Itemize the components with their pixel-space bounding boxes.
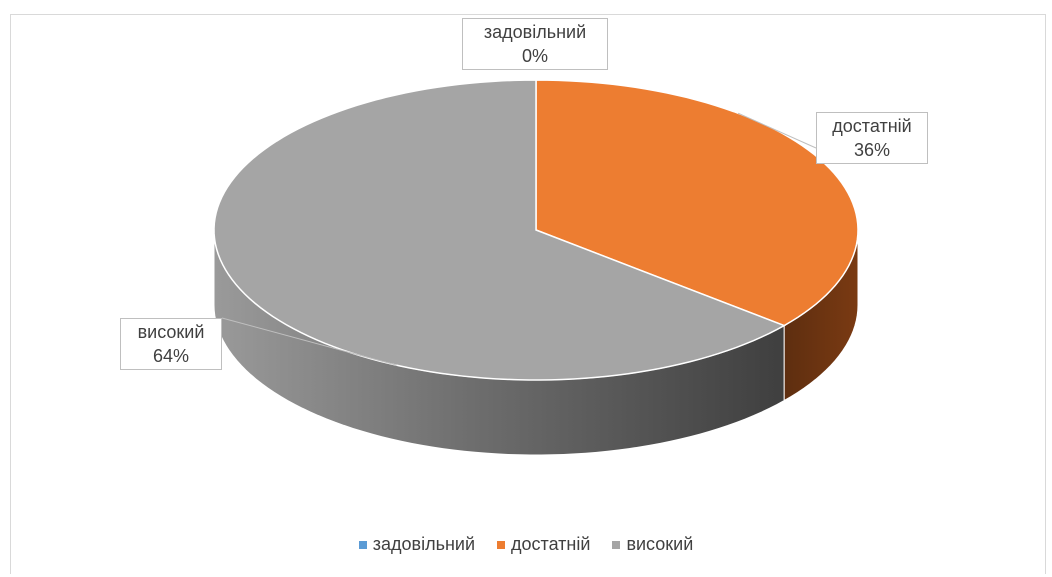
pie-slice-1 bbox=[535, 79, 859, 327]
data-label-zadovilnyi: задовільний 0% bbox=[462, 18, 608, 70]
legend: задовільний достатній високий bbox=[0, 534, 1052, 555]
chart-frame bbox=[10, 14, 1046, 574]
pie-slice-2 bbox=[213, 79, 786, 381]
data-label-category: задовільний bbox=[483, 22, 587, 42]
data-label-value: 0% bbox=[521, 46, 548, 66]
legend-item-zadovilnyi: задовільний bbox=[358, 534, 476, 555]
legend-swatch bbox=[612, 540, 621, 549]
legend-label: високий bbox=[626, 534, 694, 554]
data-label-value: 36% bbox=[853, 140, 891, 160]
data-label-value: 64% bbox=[152, 346, 190, 366]
leader-line-0 bbox=[737, 112, 817, 149]
data-label-dostatnii: достатній 36% bbox=[816, 112, 928, 164]
legend-swatch bbox=[497, 540, 506, 549]
legend-item-dostatnii: достатній bbox=[497, 534, 590, 555]
legend-item-vysokyi: високий bbox=[612, 534, 693, 555]
data-label-vysokyi: високий 64% bbox=[120, 318, 222, 370]
legend-label: задовільний bbox=[372, 534, 476, 554]
data-label-category: високий bbox=[137, 322, 205, 342]
data-label-category: достатній bbox=[832, 116, 912, 136]
legend-label: достатній bbox=[511, 534, 591, 554]
legend-swatch bbox=[358, 540, 367, 549]
leader-line-1 bbox=[221, 317, 397, 366]
